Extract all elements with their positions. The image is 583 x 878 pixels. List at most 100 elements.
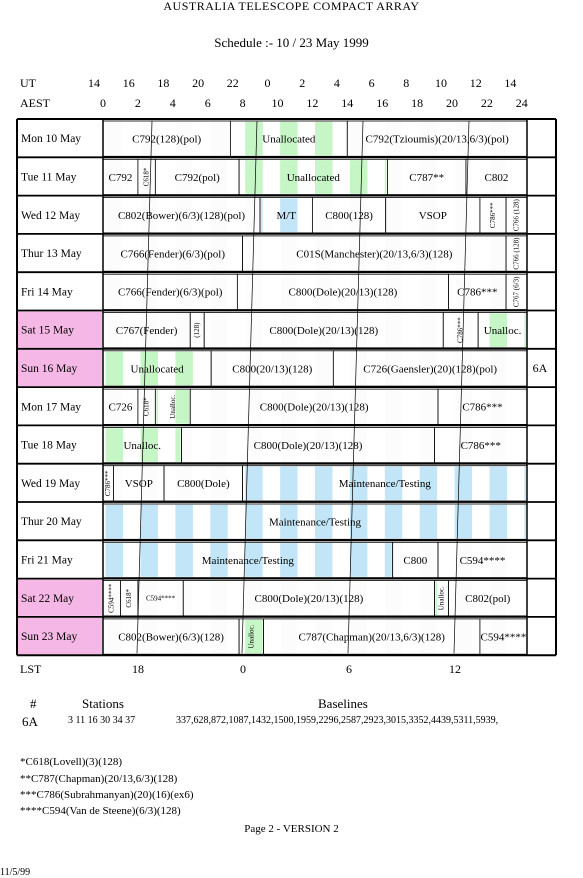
block-stripe bbox=[210, 543, 228, 577]
block-box bbox=[448, 580, 528, 617]
weekend-cell bbox=[18, 579, 102, 616]
block-stripe bbox=[210, 504, 228, 539]
schedule-block-37[interactable]: C786*** bbox=[434, 426, 528, 464]
block-label: C786*** bbox=[489, 202, 497, 228]
schedule-block-11[interactable]: C800(128) bbox=[311, 197, 387, 234]
day-label: Thur 13 May bbox=[21, 248, 82, 260]
schedule-block-45[interactable]: C594**** bbox=[437, 541, 528, 578]
schedule-block-17[interactable]: C766 (128) bbox=[505, 235, 528, 272]
stations-list: 3 11 16 30 34 37 bbox=[68, 715, 136, 726]
schedule-block-27[interactable]: Unallocated bbox=[102, 350, 212, 387]
schedule-block-30[interactable]: C726 bbox=[102, 388, 139, 425]
block-box bbox=[263, 618, 481, 655]
schedule-block-28[interactable]: C800(20/13)(128) bbox=[210, 350, 334, 387]
ut-tick: 8 bbox=[403, 76, 410, 90]
block-stripe bbox=[245, 504, 263, 539]
schedule-block-18[interactable]: C766(Fender)(6/3)(pol) bbox=[102, 273, 238, 310]
block-stripe bbox=[280, 466, 298, 501]
schedule-block-40[interactable]: C800(Dole) bbox=[163, 465, 243, 502]
schedule-block-34[interactable]: C786*** bbox=[437, 388, 528, 425]
block-stripe bbox=[175, 428, 181, 462]
block-stripe bbox=[384, 504, 403, 539]
schedule-block-31[interactable]: C618* bbox=[137, 388, 156, 425]
schedule-block-2[interactable]: C792(Tzioumis)(20/13,6/3)(pol) bbox=[346, 120, 528, 157]
block-label: C594**** bbox=[108, 583, 116, 613]
schedule-block-12[interactable]: VSOP bbox=[385, 197, 481, 234]
schedule-block-7[interactable]: C787** bbox=[387, 158, 467, 196]
block-label: C766 (128) bbox=[513, 237, 521, 270]
block-box bbox=[182, 580, 435, 617]
block-label: VSOP bbox=[125, 478, 153, 490]
schedule-block-24[interactable]: C800(Dole)(20/13)(128) bbox=[203, 312, 444, 349]
schedule-block-47[interactable]: C618* bbox=[120, 580, 139, 617]
block-stripe bbox=[419, 466, 438, 501]
schedule-block-43[interactable]: Maintenance/Testing bbox=[102, 541, 394, 578]
schedule-block-51[interactable]: C802(pol) bbox=[448, 580, 528, 617]
schedule-block-0[interactable]: C792(128)(pol) bbox=[102, 120, 231, 157]
block-stripe bbox=[384, 466, 403, 501]
ut-tick: 14 bbox=[88, 76, 100, 90]
schedule-block-1[interactable]: Unallocated bbox=[229, 120, 348, 157]
schedule-block-26[interactable]: Unalloc. bbox=[477, 312, 528, 349]
schedule-block-3[interactable]: C792 bbox=[102, 158, 139, 196]
block-label: Maintenance/Testing bbox=[269, 517, 362, 529]
block-label: Unalloc. bbox=[438, 586, 446, 610]
schedule-block-36[interactable]: C800(Dole)(20/13)(128) bbox=[181, 426, 435, 464]
schedule-block-46[interactable]: C594**** bbox=[102, 580, 121, 617]
block-label: C01S(Manchester)(20/13,6/3)(128) bbox=[296, 248, 452, 260]
baselines-header: Baselines bbox=[318, 696, 368, 711]
schedule-block-8[interactable]: C802 bbox=[465, 158, 528, 196]
schedule-block-25[interactable]: C786*** bbox=[442, 312, 479, 349]
schedule-block-19[interactable]: C800(Dole)(20/13)(128) bbox=[236, 273, 449, 310]
block-box bbox=[242, 235, 507, 272]
schedule-block-39[interactable]: VSOP bbox=[113, 465, 165, 502]
schedule-block-55[interactable]: C594**** bbox=[479, 618, 528, 655]
schedule-block-4[interactable]: C618* bbox=[137, 158, 156, 196]
schedule-block-41[interactable]: Maintenance/Testing bbox=[242, 465, 528, 502]
aest-tick: 8 bbox=[239, 96, 246, 110]
block-box bbox=[102, 158, 139, 196]
aest-tick: 4 bbox=[169, 96, 176, 110]
schedule-block-50[interactable]: Unalloc. bbox=[434, 580, 449, 617]
day-label: Sun 23 May bbox=[21, 631, 77, 643]
schedule-block-16[interactable]: C01S(Manchester)(20/13,6/3)(128) bbox=[242, 235, 507, 272]
block-label: C786*** bbox=[457, 317, 465, 343]
block-stripe bbox=[105, 543, 124, 577]
schedule-block-5[interactable]: C792(pol) bbox=[154, 158, 240, 196]
block-label: C786*** bbox=[457, 287, 497, 299]
schedule-block-32[interactable]: Unalloc. bbox=[154, 388, 191, 425]
schedule-block-49[interactable]: C800(Dole)(20/13)(128) bbox=[182, 580, 435, 617]
footnote-1: *C618(Lovell)(3)(128) bbox=[20, 756, 123, 768]
block-stripe bbox=[349, 160, 368, 194]
schedule-block-21[interactable]: C767 (6/3) bbox=[505, 273, 528, 310]
config-label: 6A bbox=[533, 361, 548, 375]
schedule-block-33[interactable]: C800(Dole)(20/13)(128) bbox=[189, 388, 439, 425]
schedule-block-10[interactable]: M/T bbox=[259, 197, 313, 234]
lst-line bbox=[136, 120, 153, 654]
schedule-block-48[interactable]: C594**** bbox=[137, 580, 184, 617]
schedule-block-44[interactable]: C800 bbox=[392, 541, 439, 578]
schedule-block-9[interactable]: C802(Bower)(6/3)(128)(pol) bbox=[102, 197, 261, 234]
schedule-block-52[interactable]: C802(Bower)(6/3)(128) bbox=[102, 618, 240, 655]
block-box bbox=[434, 426, 528, 464]
block-label: C800(128) bbox=[325, 210, 373, 222]
day-label: Sat 22 May bbox=[21, 593, 74, 605]
schedule-block-29[interactable]: C726(Gaensler)(20)(128)(pol) bbox=[332, 350, 528, 387]
day-label: Fri 14 May bbox=[21, 286, 73, 298]
day-label: Fri 21 May bbox=[21, 554, 73, 566]
block-label: Unalloc. bbox=[123, 440, 161, 452]
lst-line bbox=[453, 120, 470, 654]
schedule-block-6[interactable]: Unallocated bbox=[238, 158, 388, 196]
schedule-block-15[interactable]: C766(Fender)(6/3)(pol) bbox=[102, 235, 244, 272]
block-box bbox=[102, 388, 139, 425]
stations-header: Stations bbox=[82, 696, 124, 711]
block-box bbox=[102, 235, 244, 272]
aest-tick: 0 bbox=[100, 96, 106, 110]
schedule-block-38[interactable]: C786*** bbox=[102, 465, 114, 502]
schedule-block-20[interactable]: C786*** bbox=[448, 273, 507, 310]
schedule-block-54[interactable]: C787(Chapman)(20/13,6/3)(128) bbox=[263, 618, 481, 655]
schedule-block-23[interactable]: (128) bbox=[189, 312, 205, 349]
schedule-block-13[interactable]: C786*** bbox=[479, 197, 507, 234]
schedule-block-14[interactable]: C766 (128) bbox=[505, 197, 528, 234]
schedule-block-42[interactable]: Maintenance/Testing bbox=[102, 503, 528, 540]
